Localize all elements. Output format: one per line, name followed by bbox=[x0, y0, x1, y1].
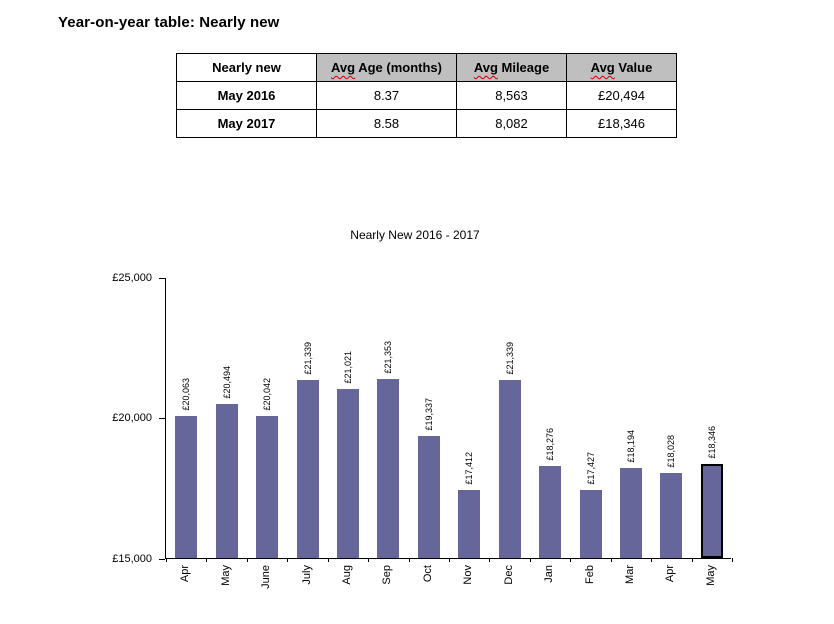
summary-table: Nearly new Avg Age (months) Avg Mileage … bbox=[176, 53, 677, 138]
may-2016-avg-value: £20,494 bbox=[566, 81, 677, 110]
bar-value-label: £21,021 bbox=[343, 351, 353, 384]
y-tick-mark bbox=[159, 558, 165, 560]
page-title: Year-on-year table: Nearly new bbox=[58, 14, 280, 31]
x-tick-label: June bbox=[260, 565, 272, 589]
bar bbox=[175, 416, 197, 558]
bar-value-label: £18,346 bbox=[707, 426, 717, 459]
y-tick-mark bbox=[159, 418, 165, 419]
bar-value-label: £18,028 bbox=[666, 435, 676, 468]
x-tick-mark bbox=[651, 558, 652, 562]
table-row: May 2017 8.58 8,082 £18,346 bbox=[176, 109, 677, 138]
bar-value-label: £19,337 bbox=[424, 398, 434, 431]
x-tick-label: Oct bbox=[422, 565, 434, 583]
bar-value-label: £20,063 bbox=[181, 378, 191, 411]
header-avg-mileage: Avg Mileage bbox=[456, 53, 567, 82]
x-tick-mark bbox=[368, 558, 369, 562]
bar-value-label: £20,042 bbox=[262, 378, 272, 411]
x-tick-label: Aug bbox=[341, 565, 353, 585]
may-2017-avg-value: £18,346 bbox=[566, 109, 677, 138]
x-tick-mark bbox=[328, 558, 329, 562]
x-tick-mark bbox=[611, 558, 612, 562]
bar-value-label: £17,412 bbox=[464, 452, 474, 485]
bar bbox=[499, 380, 521, 558]
bar-value-label: £18,194 bbox=[626, 430, 636, 463]
x-tick-label: Dec bbox=[503, 565, 515, 585]
chart-title: Nearly New 2016 - 2017 bbox=[350, 228, 480, 242]
x-tick-mark bbox=[570, 558, 571, 562]
x-tick-label: Sep bbox=[381, 565, 393, 585]
x-tick-mark bbox=[247, 558, 248, 562]
may-2016-avg-mileage: 8,563 bbox=[456, 81, 567, 110]
bar-value-label: £21,339 bbox=[303, 342, 313, 375]
bar-value-label: £21,353 bbox=[383, 341, 393, 374]
x-tick-label: May bbox=[220, 565, 232, 586]
x-tick-mark bbox=[206, 558, 207, 562]
bar bbox=[216, 404, 238, 558]
header-avg-age: Avg Age (months) bbox=[316, 53, 457, 82]
bar bbox=[620, 468, 642, 558]
may-2017-avg-mileage: 8,082 bbox=[456, 109, 567, 138]
bar bbox=[458, 490, 480, 558]
y-tick-mark bbox=[159, 277, 165, 279]
x-tick-label: Mar bbox=[624, 565, 636, 584]
table-row: May 2016 8.37 8,563 £20,494 bbox=[176, 81, 677, 110]
bar bbox=[377, 379, 399, 558]
bar-value-label: £17,427 bbox=[586, 452, 596, 485]
x-tick-label: Apr bbox=[179, 565, 191, 583]
may-2017-avg-age: 8.58 bbox=[316, 109, 457, 138]
x-tick-label: July bbox=[301, 565, 313, 585]
bar bbox=[337, 389, 359, 558]
header-avg-value: Avg Value bbox=[566, 53, 677, 82]
x-tick-mark bbox=[449, 558, 450, 562]
header-nearly-new: Nearly new bbox=[176, 53, 317, 82]
bar-value-label: £18,276 bbox=[545, 428, 555, 461]
x-tick-label: May bbox=[705, 565, 717, 586]
bar bbox=[701, 464, 723, 558]
y-tick-label: £20,000 bbox=[112, 412, 152, 424]
x-tick-label: Jan bbox=[543, 565, 555, 583]
row-label-may-2016: May 2016 bbox=[176, 81, 317, 110]
y-tick-label: £25,000 bbox=[112, 271, 152, 284]
bar-value-label: £21,339 bbox=[505, 342, 515, 375]
y-tick-label: £15,000 bbox=[112, 552, 152, 565]
x-tick-mark bbox=[732, 558, 733, 562]
table-header-row: Nearly new Avg Age (months) Avg Mileage … bbox=[176, 53, 677, 82]
bar bbox=[660, 473, 682, 558]
bar bbox=[297, 380, 319, 558]
bar-value-label: £20,494 bbox=[222, 366, 232, 399]
x-tick-label: Nov bbox=[462, 565, 474, 585]
may-2016-avg-age: 8.37 bbox=[316, 81, 457, 110]
row-label-may-2017: May 2017 bbox=[176, 109, 317, 138]
x-tick-mark bbox=[409, 558, 410, 562]
bar bbox=[418, 436, 440, 558]
x-tick-mark bbox=[692, 558, 693, 562]
x-tick-mark bbox=[489, 558, 490, 562]
x-tick-mark bbox=[166, 558, 167, 562]
bar bbox=[256, 416, 278, 558]
x-tick-label: Feb bbox=[584, 565, 596, 584]
x-tick-mark bbox=[287, 558, 288, 562]
plot-area: £15,000 £20,000 £25,000 £20,063 Apr £20,494 Ma… bbox=[112, 272, 733, 589]
x-tick-label: Apr bbox=[664, 565, 676, 583]
bar bbox=[539, 466, 561, 558]
x-tick-mark bbox=[530, 558, 531, 562]
bar bbox=[580, 490, 602, 558]
